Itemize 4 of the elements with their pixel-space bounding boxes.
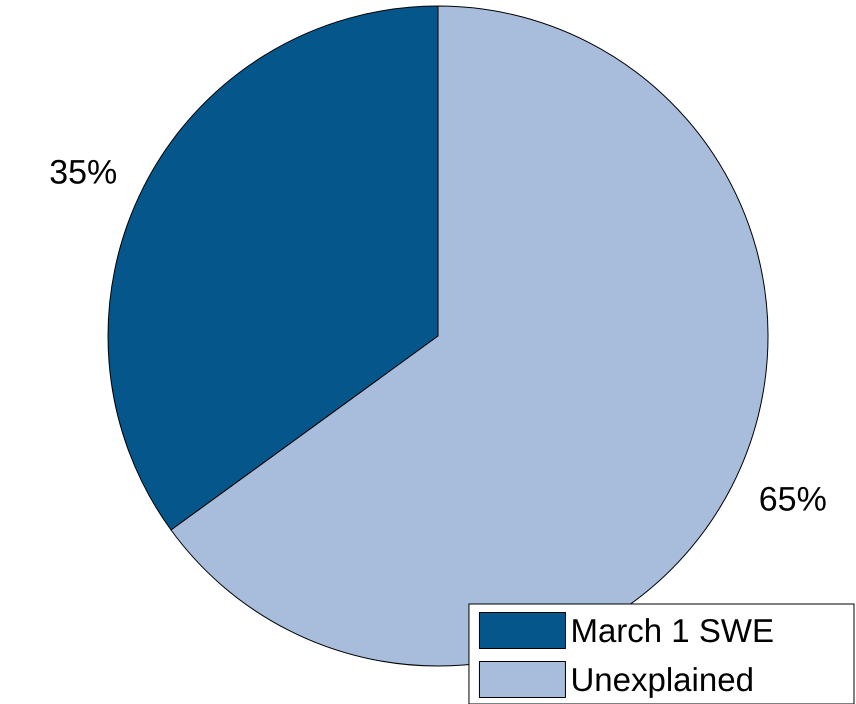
- data-label: 65%: [758, 480, 827, 518]
- legend-label: March 1 SWE: [570, 612, 774, 649]
- legend-label: Unexplained: [570, 661, 754, 698]
- data-label: 35%: [49, 154, 118, 192]
